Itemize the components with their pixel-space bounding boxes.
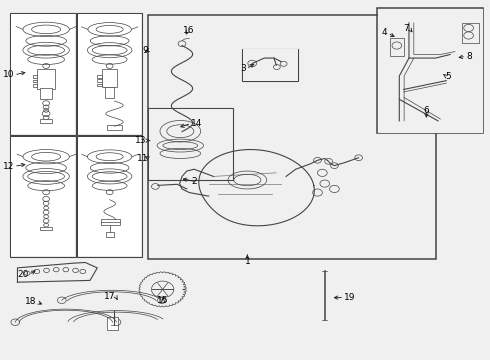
Bar [32,75,37,78]
Text: 11: 11 [137,154,148,163]
Text: 18: 18 [25,297,37,306]
Bar [10,136,75,257]
Bar [107,317,118,329]
Bar [378,9,483,133]
Bar [97,75,102,78]
Bar [40,119,52,123]
Text: 4: 4 [382,28,388,37]
Text: 3: 3 [240,64,246,73]
Bar [101,220,121,225]
Text: 17: 17 [104,292,116,301]
Bar [32,80,37,82]
Bar [106,231,114,237]
Text: 10: 10 [2,71,14,80]
Bar [97,84,102,86]
Bar [37,69,55,89]
Text: 15: 15 [157,296,169,305]
Text: 13: 13 [135,136,147,145]
Bar [78,136,141,256]
Text: 7: 7 [404,24,410,33]
Bar [149,109,232,179]
Text: 6: 6 [423,105,429,114]
Bar [243,49,298,81]
Bar [40,226,52,230]
Bar [78,14,141,134]
Bar [10,13,75,135]
Bar [11,14,74,134]
Bar [390,39,404,56]
Text: 5: 5 [446,72,451,81]
Bar [32,84,37,87]
Bar [40,88,52,99]
Bar [148,15,436,259]
Bar [148,108,233,180]
Bar [107,126,122,130]
Bar [11,136,74,256]
Bar [377,8,484,134]
Bar [243,49,297,81]
Text: 8: 8 [466,52,472,61]
Bar [77,136,142,257]
Text: 16: 16 [183,26,194,35]
Bar [462,23,479,43]
Text: 14: 14 [191,119,202,128]
Text: 9: 9 [143,46,148,55]
Text: 2: 2 [191,177,196,186]
Text: 19: 19 [344,293,356,302]
Bar [97,79,102,82]
Bar [77,13,142,135]
Text: 1: 1 [245,257,250,266]
Bar [102,69,118,87]
Text: 20: 20 [17,270,28,279]
Text: 12: 12 [2,162,14,171]
Bar [105,87,115,98]
